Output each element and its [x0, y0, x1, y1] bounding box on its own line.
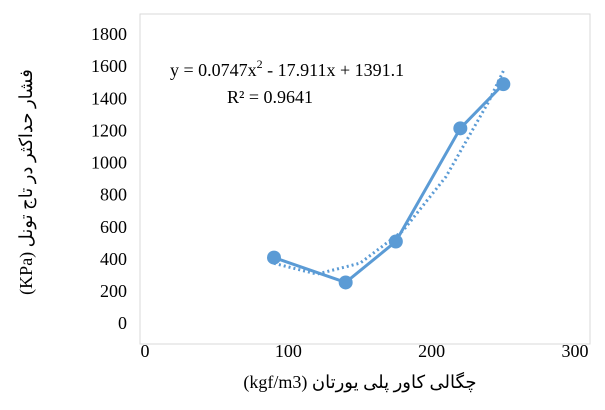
x-tick-label: 200	[418, 341, 445, 361]
x-tick-label: 300	[562, 341, 589, 361]
data-point	[453, 121, 468, 136]
y-tick-label: 1600	[91, 56, 127, 76]
series-line	[273, 83, 505, 285]
x-tick-label: 100	[275, 341, 302, 361]
y-tick-label: 0	[118, 313, 127, 333]
r-squared: R² = 0.9641	[227, 87, 313, 107]
plot-border	[139, 13, 591, 345]
y-tick-label: 1400	[91, 88, 127, 108]
y-tick-label: 200	[100, 281, 127, 301]
y-tick-label: 400	[100, 249, 127, 269]
x-tick-label: 0	[141, 341, 150, 361]
equation-part: - 17.911x + 1391.1	[263, 60, 404, 80]
data-point	[388, 234, 403, 249]
x-axis-label: چگالی کاور پلی یورتان (kgf/m3)	[243, 371, 476, 393]
y-axis-label: فشار حداکثر در تاج تونل (KPa)	[16, 69, 37, 295]
y-tick-label: 1000	[91, 153, 127, 173]
data-point	[496, 77, 511, 92]
data-point	[267, 250, 281, 265]
y-tick-label: 800	[100, 185, 127, 205]
y-tick-label: 1800	[91, 24, 127, 44]
equation-part: y = 0.0747x	[170, 60, 257, 80]
trend-equation: y = 0.0747x2 - 17.911x + 1391.1	[170, 57, 404, 80]
y-tick-label: 1200	[91, 120, 127, 140]
data-point	[338, 275, 353, 290]
equation-exponent: 2	[257, 57, 263, 71]
y-tick-label: 600	[100, 217, 127, 237]
